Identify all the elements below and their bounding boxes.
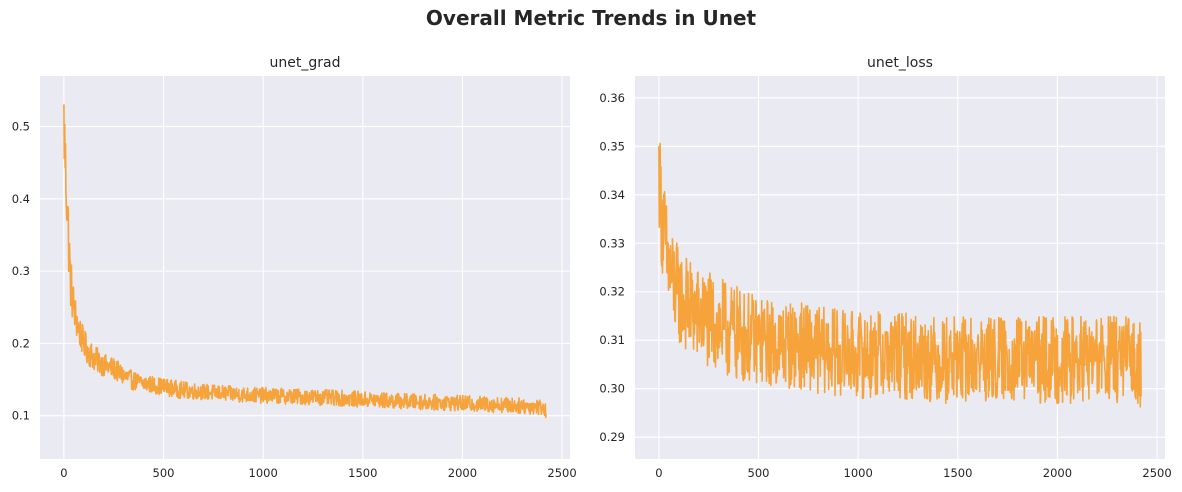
plot-area	[635, 76, 1165, 459]
y-tick-label: 0.30	[599, 382, 625, 396]
y-tick-label: 0.3	[12, 264, 30, 278]
x-tick-label: 1000	[844, 466, 873, 480]
x-tick-label: 1000	[249, 466, 278, 480]
y-tick-label: 0.1	[12, 409, 30, 423]
x-tick-label: 1500	[348, 466, 377, 480]
y-tick-label: 0.31	[599, 333, 625, 347]
chart-title: unet_loss	[867, 55, 933, 71]
x-tick-label: 2000	[448, 466, 477, 480]
series-line	[63, 104, 547, 419]
y-tick-label: 0.36	[599, 91, 625, 105]
chart-panel-1: 0 500 1000 1500 2000 2500 0.29 0.30 0.31 0.32 0.33…	[599, 55, 1171, 480]
series-line	[658, 142, 1142, 408]
x-tick-label: 2500	[1142, 466, 1171, 480]
y-tick-label: 0.34	[599, 188, 625, 202]
x-tick-label: 500	[153, 466, 175, 480]
x-tick-label: 0	[60, 466, 67, 480]
x-tick-label: 2500	[547, 466, 576, 480]
y-tick-label: 0.29	[599, 430, 625, 444]
figure-title: Overall Metric Trends in Unet	[425, 6, 757, 30]
y-tick-label: 0.5	[12, 120, 30, 134]
y-tick-label: 0.2	[12, 336, 30, 350]
y-tick-label: 0.32	[599, 285, 625, 299]
x-tick-label: 0	[655, 466, 662, 480]
y-tick-label: 0.33	[599, 236, 625, 250]
y-tick-label: 0.35	[599, 139, 625, 153]
chart-title: unet_grad	[270, 55, 341, 71]
x-tick-label: 1500	[943, 466, 972, 480]
chart-panel-0: 0 500 1000 1500 2000 2500 0.1 0.2 0.3 0.4 0.5 unet_…	[12, 55, 577, 480]
y-tick-label: 0.4	[12, 192, 30, 206]
x-tick-label: 2000	[1043, 466, 1072, 480]
x-tick-label: 500	[748, 466, 770, 480]
